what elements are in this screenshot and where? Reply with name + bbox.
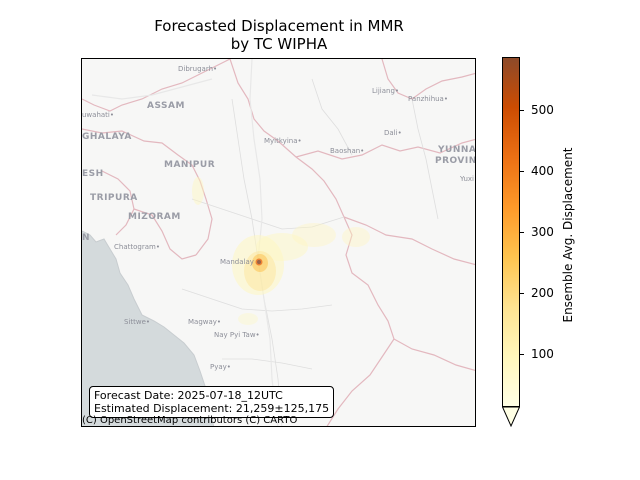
border-line: [343, 216, 475, 266]
colorbar: [502, 57, 520, 427]
border-line: [82, 59, 231, 112]
place-label: Pyay•: [210, 363, 231, 371]
admin-line: [191, 198, 345, 230]
place-label: Dibrugarh•: [178, 65, 218, 73]
colorbar-tick-mark: [520, 232, 524, 233]
border-line: [101, 170, 135, 236]
region-label: ASSAM: [147, 101, 185, 111]
colorbar-tick-mark: [520, 109, 524, 111]
place-label: Lijiang•: [372, 87, 400, 95]
border-line: [381, 59, 475, 100]
basemap: [82, 59, 475, 426]
region-label: MIZORAM: [128, 212, 181, 222]
colorbar-label: Ensemble Avg. Displacement: [561, 147, 575, 323]
map-attribution[interactable]: (C) OpenStreetMap contributors (C) CARTO: [82, 415, 298, 426]
coastline: [82, 230, 215, 426]
place-label: Chattogram•: [114, 243, 160, 251]
region-label: YUNNAN: [438, 145, 476, 155]
title-line-1: Forecasted Displacement in MMR: [154, 17, 404, 35]
sea-bay-of-bengal: [82, 231, 214, 426]
colorbar-tick-mark: [520, 293, 524, 295]
admin-line: [181, 288, 333, 312]
place-label: Yuxi•: [460, 175, 475, 183]
colorbar-tick-label: 500: [531, 102, 554, 117]
place-label: Panzhihua•: [408, 95, 448, 103]
place-label: Magway•: [188, 318, 222, 326]
region-label: N: [82, 233, 91, 243]
colorbar-tick-label: 200: [531, 286, 554, 301]
place-label: Nay Pyi Taw•: [214, 331, 260, 339]
colorbar-gradient: [502, 57, 520, 407]
colorbar-extend-arrow: [502, 406, 520, 427]
border-line: [295, 138, 475, 160]
place-label: Mandalay: [220, 258, 254, 266]
region-label: MANIPUR: [164, 160, 216, 170]
admin-line: [411, 98, 439, 220]
border-line: [133, 208, 197, 260]
border-line: [229, 59, 395, 426]
region-label: GHALAYA: [82, 132, 132, 142]
displacement-overlay: [192, 177, 370, 325]
forecast-date-text: Forecast Date: 2025-07-18_12UTC: [94, 389, 283, 402]
colorbar-tick-mark: [520, 354, 524, 356]
colorbar-tick-label: 400: [531, 163, 554, 178]
map-panel[interactable]: Dibrugarh• ASSAM uwahati• GHALAYA MANIPU…: [81, 58, 476, 427]
place-label: Baoshan•: [330, 147, 365, 155]
place-label: Myitkyina•: [264, 137, 302, 145]
title-line-2: by TC WIPHA: [230, 35, 328, 53]
place-label: Dali•: [384, 129, 402, 137]
colorbar-tick-label: 100: [531, 347, 554, 362]
forecast-info-box: Forecast Date: 2025-07-18_12UTC Estimate…: [89, 386, 335, 418]
border-line: [82, 128, 213, 256]
place-label: uwahati•: [82, 111, 114, 119]
region-label: TRIPURA: [90, 193, 138, 203]
admin-line: [222, 358, 313, 370]
river-line: [91, 78, 213, 100]
chart-title: Forecasted Displacement in MMR by TC WIP…: [79, 17, 479, 53]
admin-line: [311, 78, 353, 156]
region-label: PROVINC: [435, 156, 476, 166]
border-line: [393, 338, 475, 372]
region-label: ESH: [82, 169, 104, 179]
colorbar-tick-label: 300: [531, 225, 554, 239]
colorbar-tick-mark: [520, 170, 524, 172]
place-label: Sittwe•: [124, 318, 151, 326]
estimated-displacement-text: Estimated Displacement: 21,259±125,175: [94, 402, 330, 415]
